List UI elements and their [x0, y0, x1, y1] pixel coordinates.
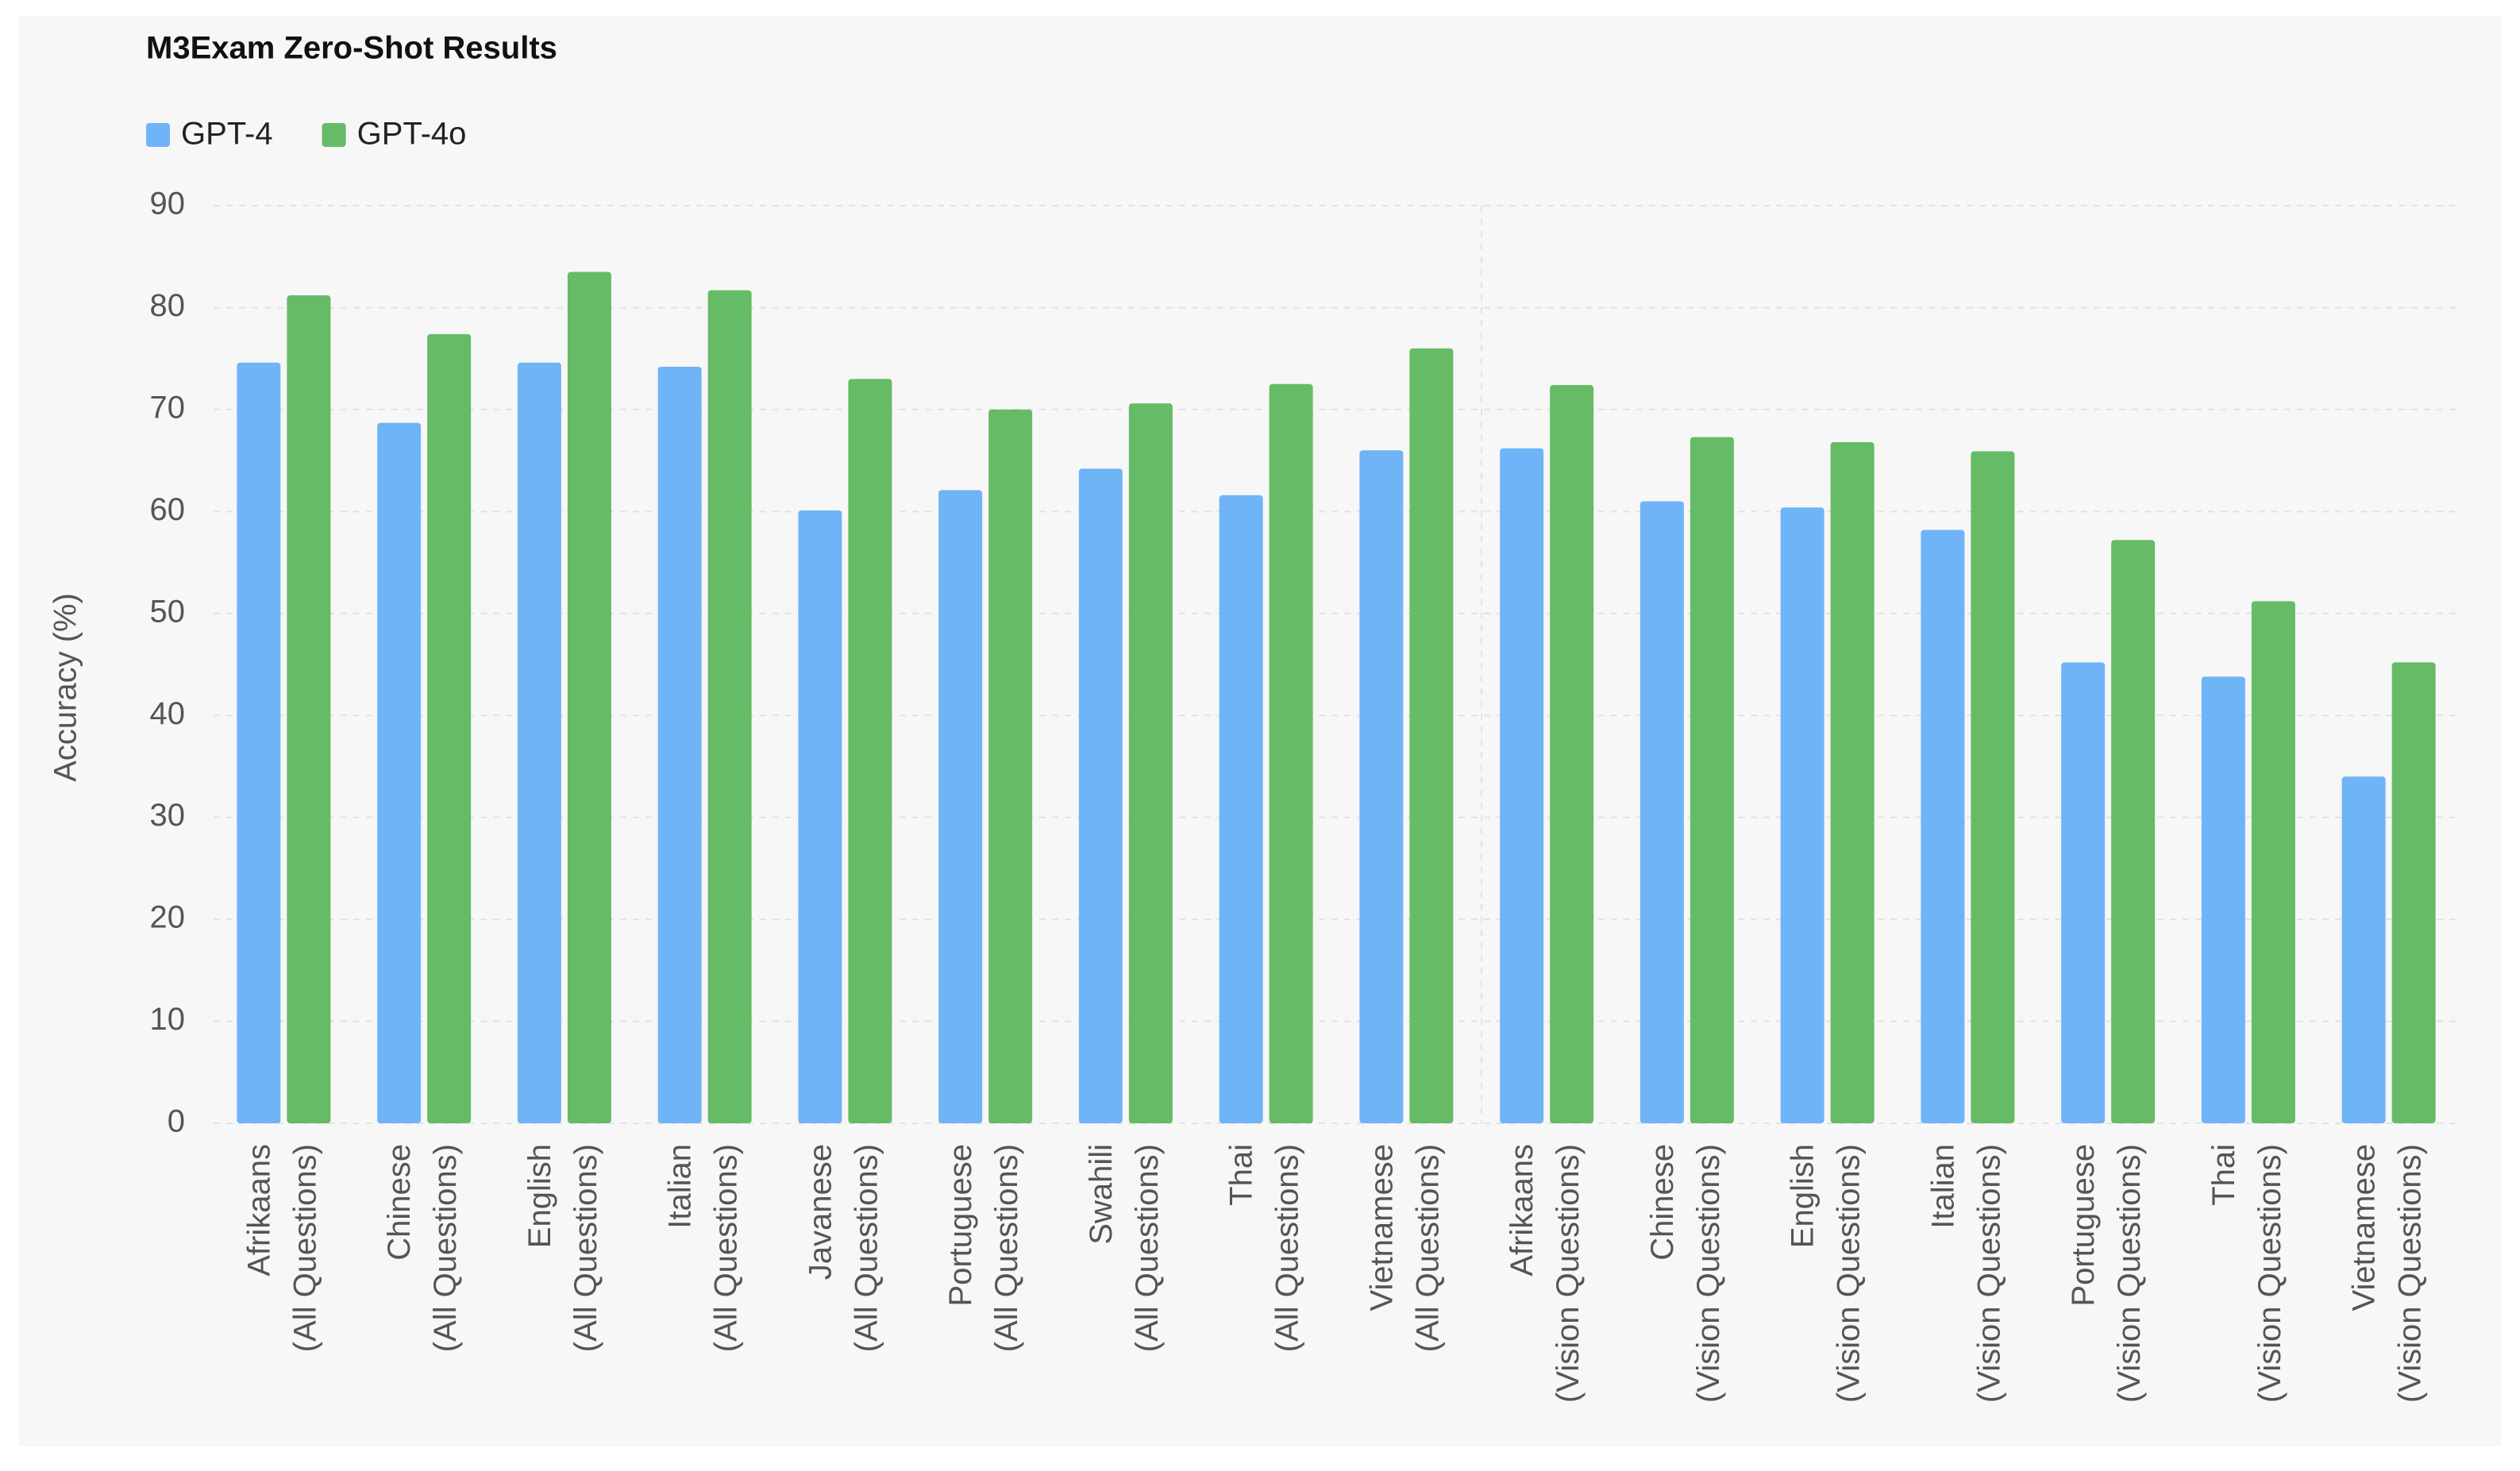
- x-tick-label: Vietnamese (Vision Questions): [2346, 1144, 2427, 1403]
- bar: [427, 333, 472, 1124]
- bar: [798, 510, 842, 1123]
- bar: [2111, 540, 2156, 1123]
- bar: [377, 422, 422, 1123]
- bar: [988, 409, 1033, 1123]
- bar: [1830, 441, 1875, 1123]
- bar: [2251, 601, 2295, 1123]
- legend-label: GPT-4: [181, 117, 273, 152]
- bar: [848, 379, 892, 1123]
- bar: [1269, 383, 1313, 1123]
- bar: [2201, 676, 2245, 1123]
- x-tick-label: Thai (Vision Questions): [2206, 1144, 2287, 1403]
- bar: [1921, 529, 1965, 1123]
- x-tick-label: Afrikaans (All Questions): [241, 1144, 322, 1352]
- bar: [1219, 495, 1263, 1123]
- y-tick-label: 10: [150, 1002, 186, 1037]
- bar: [2391, 662, 2436, 1123]
- y-tick-label: 90: [150, 187, 186, 221]
- bar: [1690, 437, 1734, 1123]
- y-tick-label: 80: [150, 288, 186, 323]
- bar: [237, 362, 281, 1123]
- bar: [517, 362, 561, 1123]
- y-tick-label: 30: [150, 798, 186, 833]
- x-tick-label: Afrikaans (Vision Questions): [1505, 1144, 1586, 1403]
- x-tick-label: Italian (All Questions): [662, 1144, 743, 1352]
- bar: [1128, 403, 1173, 1123]
- x-tick-label: Portuguese (Vision Questions): [2066, 1144, 2147, 1403]
- y-tick-label: 70: [150, 390, 186, 425]
- x-tick-label: Portuguese (All Questions): [943, 1144, 1024, 1352]
- x-tick-label: Javanese (All Questions): [803, 1144, 884, 1352]
- bar: [1550, 385, 1594, 1123]
- bar: [567, 271, 611, 1123]
- x-tick-label: Swahili (All Questions): [1083, 1144, 1164, 1352]
- bar: [1078, 468, 1123, 1123]
- bar: [2341, 776, 2386, 1123]
- y-tick-label: 0: [168, 1104, 185, 1139]
- y-axis-label: Accuracy (%): [48, 593, 83, 782]
- y-tick-label: 60: [150, 492, 186, 527]
- bar: [657, 366, 702, 1123]
- x-tick-label: Italian (Vision Questions): [1925, 1144, 2006, 1403]
- x-tick-label: English (Vision Questions): [1785, 1144, 1866, 1403]
- bar: [1780, 507, 1824, 1123]
- y-tick-label: 20: [150, 900, 186, 935]
- bar: [287, 295, 331, 1123]
- legend-swatch: [146, 123, 170, 147]
- bar: [2061, 662, 2106, 1123]
- legend-swatch: [322, 123, 346, 147]
- bar: [1640, 501, 1684, 1123]
- bar: [707, 290, 752, 1123]
- bar: [1971, 451, 2015, 1123]
- x-tick-label: Vietnamese (All Questions): [1364, 1144, 1445, 1352]
- chart-title: M3Exam Zero-Shot Results: [146, 31, 557, 66]
- x-tick-label: Chinese (Vision Questions): [1644, 1144, 1725, 1403]
- y-tick-label: 40: [150, 696, 186, 731]
- x-tick-label: Chinese (All Questions): [382, 1144, 463, 1352]
- bar: [1409, 348, 1454, 1123]
- bar: [1359, 450, 1404, 1123]
- bar: [938, 490, 983, 1123]
- y-tick-label: 50: [150, 594, 186, 629]
- legend-label: GPT-4o: [357, 117, 467, 152]
- bar: [1500, 448, 1544, 1123]
- x-tick-label: English (All Questions): [522, 1144, 603, 1352]
- x-tick-label: Thai (All Questions): [1223, 1144, 1304, 1352]
